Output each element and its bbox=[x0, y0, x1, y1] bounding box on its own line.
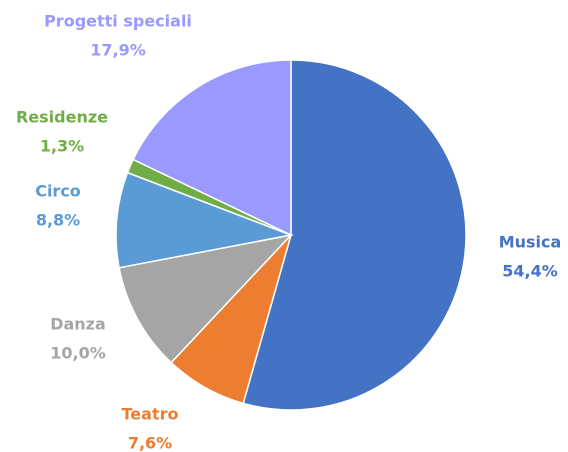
pie-slice bbox=[118, 233, 294, 364]
slice-value-label: 1,3% bbox=[40, 137, 84, 156]
slice-value-label: 7,6% bbox=[128, 434, 172, 452]
slice-label: Teatro bbox=[122, 405, 179, 424]
pie-slice bbox=[132, 59, 292, 237]
slice-label: Danza bbox=[50, 315, 106, 334]
slice-value-label: 54,4% bbox=[502, 262, 558, 281]
pie-slice bbox=[115, 171, 294, 269]
pie-slice bbox=[242, 59, 467, 411]
slice-label: Progetti speciali bbox=[44, 12, 192, 31]
slice-value-label: 10,0% bbox=[50, 344, 106, 363]
slice-label: Musica bbox=[499, 233, 562, 252]
slice-label: Residenze bbox=[16, 108, 108, 127]
slice-value-label: 8,8% bbox=[36, 211, 80, 230]
slice-value-label: 17,9% bbox=[90, 41, 146, 60]
slice-label: Circo bbox=[35, 182, 81, 201]
